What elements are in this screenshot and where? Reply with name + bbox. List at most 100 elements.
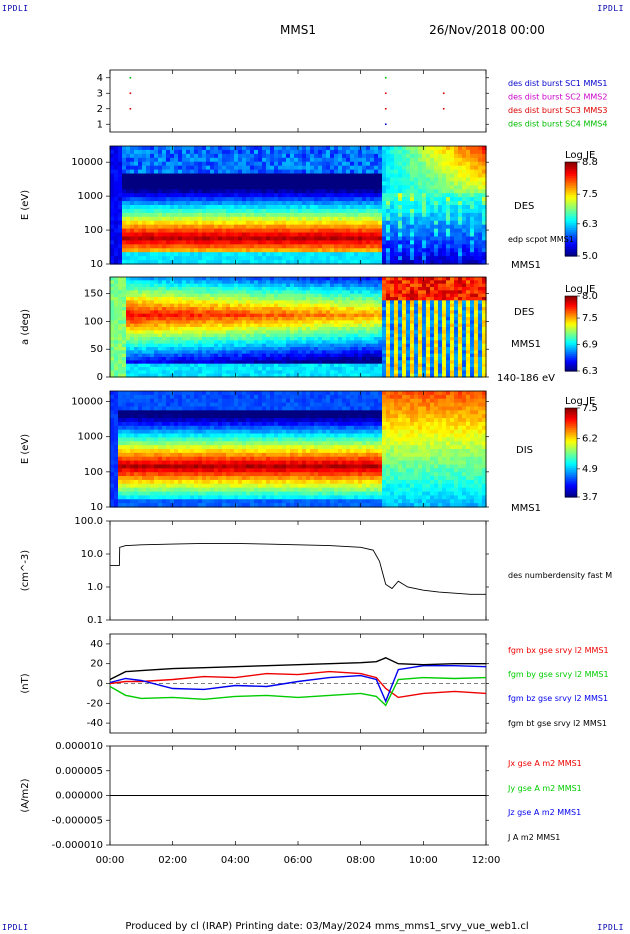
burst-point xyxy=(129,107,132,110)
burst-point xyxy=(129,92,132,95)
colorbar-title: Log JE xyxy=(565,150,595,161)
colorbar-tick-label: 7.5 xyxy=(582,189,598,200)
density-ylabel: (cm^-3) xyxy=(20,550,31,591)
x-tick-label: 06:00 xyxy=(284,855,313,866)
y-tick-label: 100 xyxy=(84,316,103,327)
des_energy-ylabel: E (eV) xyxy=(20,190,31,220)
y-tick-label: 10000 xyxy=(71,157,103,168)
colorbar-tick-label: 8.8 xyxy=(582,157,598,168)
bfield-legend-entry: fgm by gse srvy l2 MMS1 xyxy=(508,670,609,679)
bfield-series-line xyxy=(109,657,486,681)
y-tick-label: 2 xyxy=(97,104,103,115)
date-title: 26/Nov/2018 00:00 xyxy=(429,23,545,37)
des_pitch-side-label: 140-186 eV xyxy=(497,373,555,384)
des_pitch-spectrogram xyxy=(110,277,487,378)
current-legend-entry: J A m2 MMS1 xyxy=(507,833,560,842)
y-tick-label: 4 xyxy=(97,73,103,84)
y-tick-label: 1.0 xyxy=(87,582,103,593)
x-tick-label: 04:00 xyxy=(221,855,250,866)
des_energy-colorbar: Log JE8.8 7.5 6.3 5.0 xyxy=(564,150,598,262)
y-tick-label: 100 xyxy=(84,467,103,478)
density-line xyxy=(110,542,486,595)
footer-credit: Produced by cl (IRAP) Printing date: 03/… xyxy=(125,921,528,932)
bfield-legend-entry: fgm bx gse srvy l2 MMS1 xyxy=(508,646,609,655)
density-legend-entry: des numberdensity fast M xyxy=(508,571,612,580)
bfield-series-line xyxy=(109,670,487,699)
des_energy-side-label: DES xyxy=(514,201,534,212)
corner-label-top-left: IPDLI xyxy=(2,4,29,13)
y-tick-label: -20 xyxy=(87,698,103,709)
colorbar-tick-label: 4.9 xyxy=(582,464,598,475)
colorbar-tick-label: 6.3 xyxy=(582,366,598,377)
x-tick-label: 08:00 xyxy=(346,855,375,866)
colorbar-tick-label: 6.3 xyxy=(582,219,598,230)
current-legend-entry: Jz gse A m2 MMS1 xyxy=(507,808,581,817)
bfield-series-line xyxy=(109,676,487,707)
burst-frame xyxy=(109,69,487,133)
burst-legend-entry: des dist burst SC3 MMS3 xyxy=(508,106,607,115)
y-tick-label: -40 xyxy=(87,718,103,729)
burst-point xyxy=(384,107,387,110)
density-frame xyxy=(109,520,487,621)
dis_energy-colorbar: Log JE7.5 6.2 4.9 3.7 xyxy=(564,396,598,503)
y-tick-label: 10.0 xyxy=(81,549,103,560)
burst-point xyxy=(384,76,387,79)
colorbar-tick-label: 6.2 xyxy=(582,433,598,444)
colorbar-tick-label: 8.0 xyxy=(582,291,598,302)
y-tick-label: 0.000000 xyxy=(55,791,103,802)
colorbar-tick-label: 3.7 xyxy=(582,492,598,503)
burst-point xyxy=(442,107,445,110)
burst-legend-entry: des dist burst SC1 MMS1 xyxy=(508,79,607,88)
spacecraft-title: MMS1 xyxy=(280,23,316,37)
bfield-series-line xyxy=(109,665,487,704)
y-tick-label: 1000 xyxy=(78,191,103,202)
y-tick-label: 40 xyxy=(90,639,103,650)
y-tick-label: -0.000010 xyxy=(52,840,103,851)
burst-point xyxy=(384,123,387,126)
burst-legend-entry: des dist burst SC2 MMS2 xyxy=(508,93,607,102)
y-tick-label: 0 xyxy=(97,679,103,690)
current-legend-entry: Jy gse A m2 MMS1 xyxy=(507,784,582,793)
dis_energy-side-label: DIS xyxy=(516,445,533,456)
burst-legend-entry: des dist burst SC4 MMS4 xyxy=(508,120,607,129)
colorbar-tick-label: 7.5 xyxy=(582,403,598,414)
des_pitch-side-label: DES xyxy=(514,307,534,318)
bfield-ylabel: (nT) xyxy=(20,673,31,693)
y-tick-label: 20 xyxy=(90,659,103,670)
y-tick-label: 0 xyxy=(97,372,103,383)
bfield-legend-entry: fgm bz gse srvy l2 MMS1 xyxy=(508,694,608,703)
current-ylabel: (A/m2) xyxy=(20,778,31,812)
colorbar-tick-label: 6.9 xyxy=(582,340,598,351)
y-tick-label: 1 xyxy=(97,119,103,130)
x-tick-label: 00:00 xyxy=(96,855,125,866)
x-tick-label: 12:00 xyxy=(472,855,501,866)
y-tick-label: 100 xyxy=(84,225,103,236)
des_pitch-ylabel: a (deg) xyxy=(20,309,31,345)
y-tick-label: -0.000005 xyxy=(52,815,103,826)
y-tick-label: 0.1 xyxy=(87,615,103,626)
des_energy-side-label: MMS1 xyxy=(511,260,541,271)
current-legend-entry: Jx gse A m2 MMS1 xyxy=(507,759,582,768)
x-tick-label: 10:00 xyxy=(409,855,438,866)
des_energy-spectrogram xyxy=(110,146,487,265)
corner-label-top-right: IPDLI xyxy=(597,4,624,13)
x-tick-label: 02:00 xyxy=(158,855,187,866)
bfield-legend-entry: fgm bt gse srvy l2 MMS1 xyxy=(508,719,607,728)
corner-label-bottom-left: IPDLI xyxy=(2,923,29,932)
burst-point xyxy=(129,76,132,79)
colorbar-title: Log JE xyxy=(565,284,595,295)
y-tick-label: 0.000005 xyxy=(55,766,103,777)
y-tick-label: 100.0 xyxy=(74,516,103,527)
des_pitch-side-label: MMS1 xyxy=(511,339,541,350)
corner-label-bottom-right: IPDLI xyxy=(597,923,624,932)
y-tick-label: 3 xyxy=(97,88,103,99)
colorbar-tick-label: 7.5 xyxy=(582,313,598,324)
y-tick-label: 1000 xyxy=(78,432,103,443)
y-tick-label: 50 xyxy=(90,344,103,355)
colorbar-tick-label: 5.0 xyxy=(582,251,598,262)
y-tick-label: 10000 xyxy=(71,397,103,408)
y-tick-label: 10 xyxy=(90,259,103,270)
y-tick-label: 150 xyxy=(84,289,103,300)
colorbar-title: Log JE xyxy=(565,396,595,407)
